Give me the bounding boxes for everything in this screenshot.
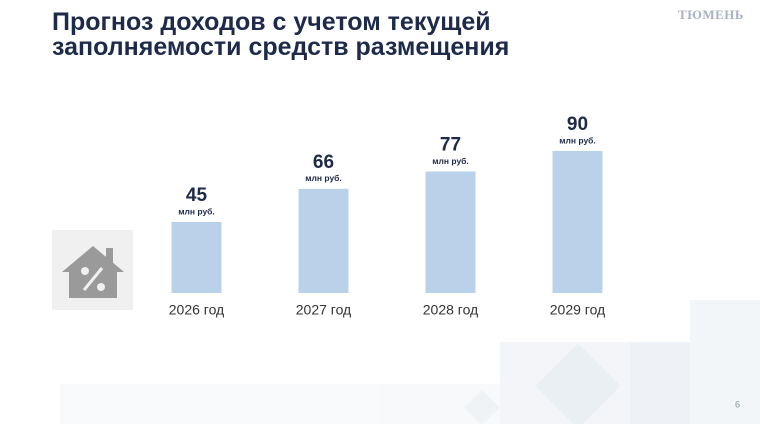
page-number: 6 bbox=[735, 399, 740, 409]
logo: ТЮМЕНЬ bbox=[678, 7, 744, 22]
chart-title: Прогноз доходов с учетом текущей заполня… bbox=[52, 8, 510, 61]
x-tick-label: 2027 год bbox=[296, 302, 351, 318]
decor bbox=[60, 300, 760, 424]
x-tick-label: 2028 год bbox=[423, 302, 478, 318]
value-label: 45 bbox=[186, 185, 208, 206]
value-label: 77 bbox=[440, 135, 461, 156]
value-label: 90 bbox=[567, 114, 588, 135]
unit-label: млн руб. bbox=[432, 156, 469, 166]
bar bbox=[552, 151, 603, 293]
x-tick-label: 2029 год bbox=[550, 302, 605, 318]
value-label: 66 bbox=[313, 152, 334, 173]
house-icon bbox=[52, 230, 133, 310]
unit-label: млн руб. bbox=[559, 135, 596, 145]
bar bbox=[298, 188, 349, 293]
unit-label: млн руб. bbox=[305, 173, 342, 183]
bar bbox=[425, 171, 476, 293]
unit-label: млн руб. bbox=[178, 206, 215, 216]
bar bbox=[171, 222, 222, 293]
x-tick-label: 2026 год bbox=[169, 302, 224, 318]
